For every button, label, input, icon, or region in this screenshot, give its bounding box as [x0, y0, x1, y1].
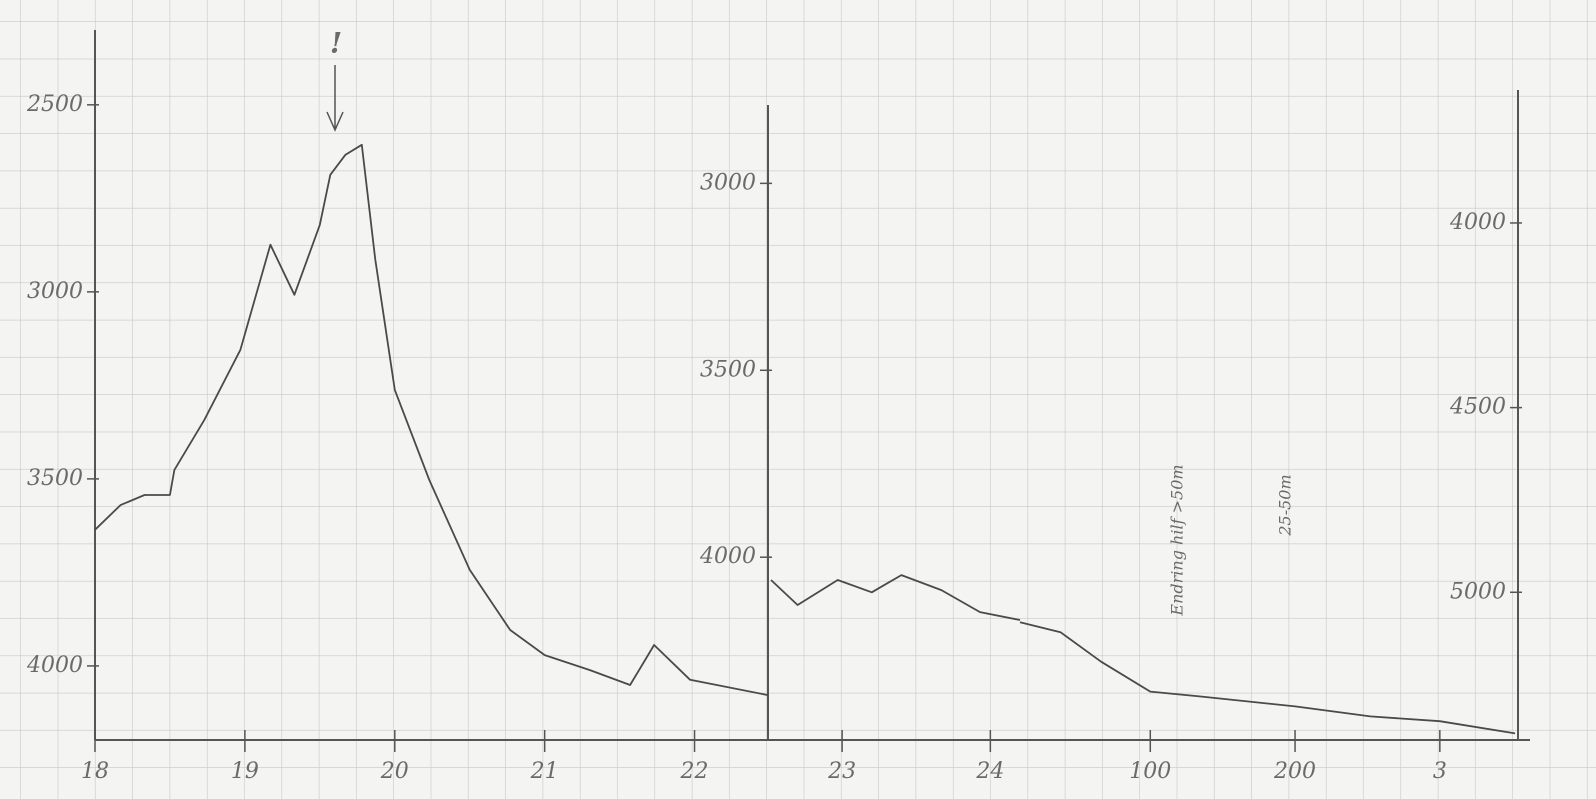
y-tick-label: 2500 [26, 92, 83, 117]
x-tick-label: 200 [1273, 759, 1316, 784]
arrow [326, 65, 344, 132]
annotation: ! [330, 27, 342, 60]
annotation: Endring hilf >50m [1168, 464, 1187, 616]
y-tick-label: 3500 [700, 357, 756, 382]
x-tick-label: 21 [530, 759, 559, 784]
line [1019, 621, 1516, 735]
x-tick-label: 100 [1129, 759, 1171, 784]
x-tick-label: 3 [1433, 759, 1447, 784]
x-tick-label: 23 [827, 759, 856, 784]
x-tick-label: 20 [380, 759, 409, 784]
x-tick-label: 22 [680, 759, 709, 784]
y-tick-label: 3000 [27, 279, 83, 304]
y-tick-label: 3500 [27, 466, 83, 491]
annotation: 25-50m [1276, 474, 1295, 536]
y-tick-label: 5000 [1450, 579, 1506, 604]
y-tick-label: 4000 [1449, 210, 1506, 235]
x-tick-label: 24 [975, 759, 1004, 784]
line [770, 574, 1021, 621]
line [94, 143, 769, 696]
y-tick-label: 4500 [1449, 395, 1506, 420]
y-tick-label: 4000 [26, 653, 83, 678]
x-tick-label: 19 [231, 759, 259, 784]
x-tick-label: 18 [81, 759, 109, 784]
y-tick-label: 3000 [700, 170, 756, 195]
y-tick-label: 4000 [699, 544, 756, 569]
